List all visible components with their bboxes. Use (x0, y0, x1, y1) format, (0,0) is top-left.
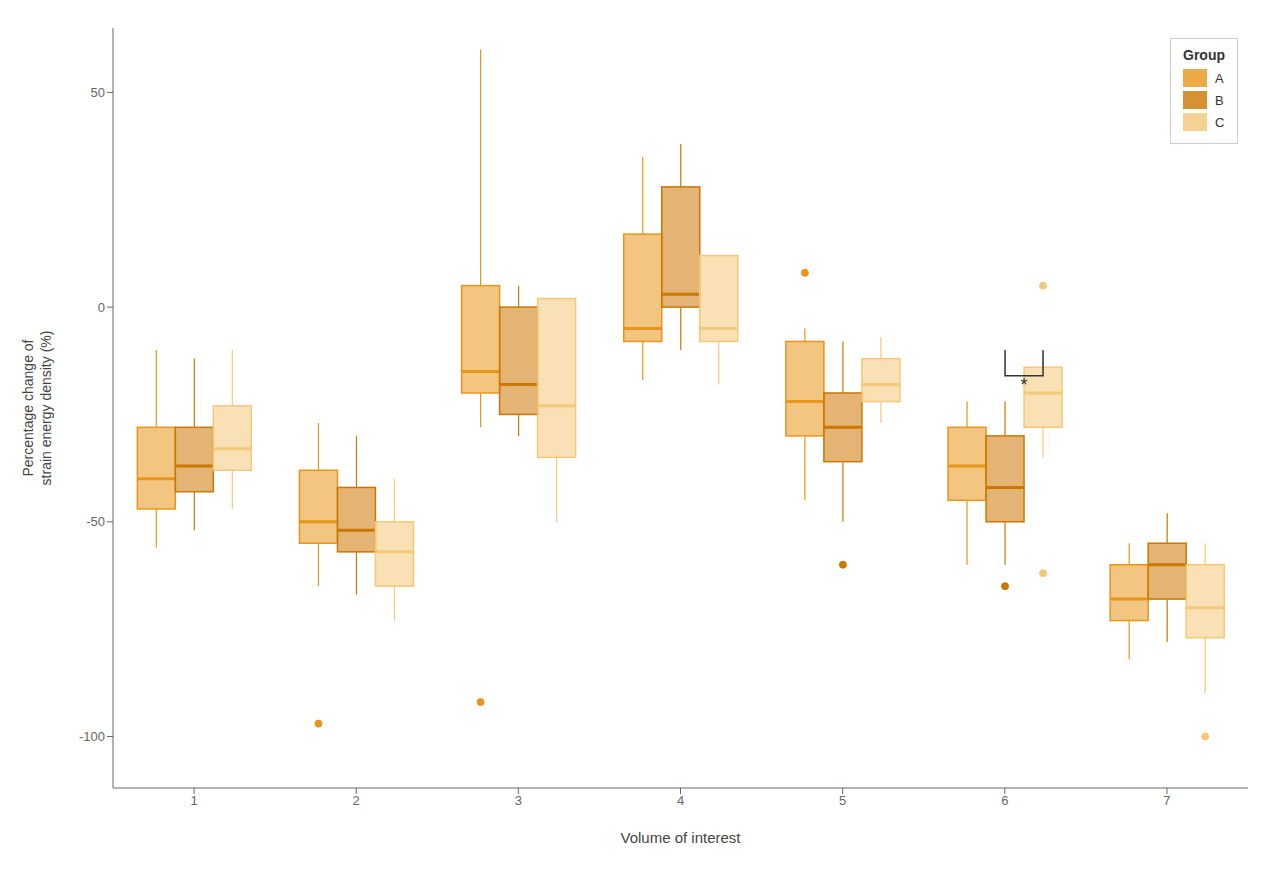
svg-text:50: 50 (91, 85, 105, 100)
html-text:Group: Group (1183, 47, 1225, 63)
svg-text:0: 0 (98, 300, 105, 315)
svg-text:1: 1 (190, 793, 197, 808)
svg-text:3: 3 (515, 793, 522, 808)
svg-text:4: 4 (677, 793, 684, 808)
svg-text:-50: -50 (86, 514, 105, 529)
svg-text:5: 5 (839, 793, 846, 808)
svg-text:7: 7 (1163, 793, 1170, 808)
html-text:B: B (1215, 92, 1224, 108)
html-text:A: A (1215, 70, 1224, 86)
svg-text:-100: -100 (79, 729, 105, 744)
svg-text:Percentage change ofstrain ene: Percentage change ofstrain energy densit… (20, 331, 54, 486)
svg-text:*: * (1021, 375, 1028, 395)
svg-text:6: 6 (1001, 793, 1008, 808)
svg-text:Volume of interest: Volume of interest (620, 829, 741, 846)
html-text:C: C (1215, 114, 1225, 130)
svg-text:2: 2 (353, 793, 360, 808)
